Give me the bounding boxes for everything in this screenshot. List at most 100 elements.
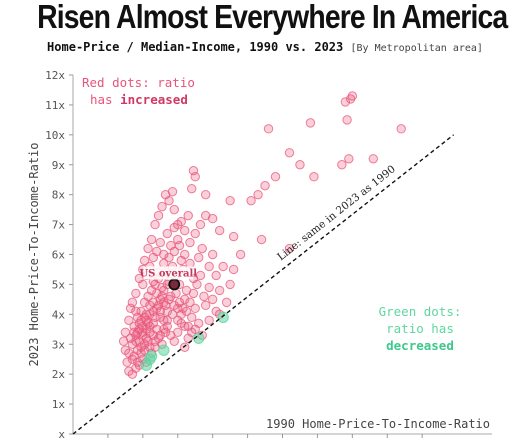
increased-point — [139, 255, 150, 266]
increased-point — [157, 291, 167, 302]
increased-point — [131, 336, 141, 346]
y-tick-label: 2x — [52, 368, 66, 381]
axes: x 1x 2x 3x 4x 5x 6x 7x 8x 9x 10x 11x 12x 2023 Home-Pr… — [27, 69, 492, 441]
increased-point — [368, 154, 378, 164]
legend-increased-has: has — [90, 92, 120, 107]
increased-point — [159, 249, 169, 260]
increased-point — [159, 315, 169, 326]
increased-point — [148, 306, 159, 317]
y-tick-label: 12x — [45, 69, 65, 82]
increased-point — [155, 237, 165, 248]
us-overall-point — [168, 278, 181, 291]
increased-point — [127, 297, 138, 308]
y-tick-label: 3x — [52, 338, 66, 351]
y-tick-label: 1x — [52, 398, 66, 411]
increased-point — [185, 237, 195, 248]
increased-point — [190, 303, 200, 314]
y-tick-label: 8x — [52, 189, 66, 202]
increased-point — [167, 309, 178, 320]
increased-point — [204, 261, 214, 272]
increased-point — [190, 228, 200, 239]
increased-point — [225, 279, 235, 290]
increased-point — [171, 288, 181, 299]
increased-point — [139, 345, 150, 355]
increased-point — [120, 327, 131, 337]
increased-point — [225, 195, 235, 206]
increased-point — [211, 270, 221, 281]
increased-point — [180, 321, 190, 331]
y-tick-label: 9x — [52, 159, 66, 172]
increased-point — [169, 204, 179, 215]
increased-point — [180, 294, 190, 305]
us-overall-label: US overall — [139, 268, 197, 279]
increased-point — [337, 160, 347, 170]
increased-point — [153, 300, 164, 311]
increased-point — [340, 97, 351, 107]
increased-point — [157, 201, 167, 212]
increased-point — [124, 315, 134, 326]
increased-point — [132, 327, 143, 337]
increased-point — [214, 285, 225, 296]
increased-point — [197, 243, 207, 254]
increased-point — [162, 228, 172, 239]
increased-point — [199, 291, 209, 302]
increased-point — [218, 261, 228, 272]
increased-point — [185, 297, 195, 308]
increased-point — [228, 264, 239, 275]
reference-line-label: Line: same in 2023 as 1990 — [275, 163, 398, 263]
increased-point — [180, 342, 190, 352]
increased-point — [200, 300, 211, 311]
increased-point — [173, 303, 183, 314]
increased-point — [195, 270, 206, 281]
us-overall-label-bg — [143, 266, 194, 280]
increased-point — [183, 210, 193, 221]
increased-point — [143, 318, 153, 329]
increased-point — [207, 249, 218, 260]
increased-point — [235, 249, 246, 260]
increased-point — [295, 160, 305, 170]
increased-point — [127, 354, 138, 364]
increased-point — [305, 118, 316, 128]
increased-point — [347, 91, 358, 101]
increased-point — [169, 246, 179, 257]
increased-point — [309, 172, 319, 182]
increased-point — [221, 297, 232, 308]
increased-point — [120, 345, 131, 355]
increased-point — [228, 231, 239, 242]
increased-point — [131, 306, 141, 317]
increased-point — [246, 195, 256, 206]
x-axis-label: 1990 Home-Price-To-Income-Ratio — [266, 417, 490, 431]
increased-point — [260, 180, 270, 191]
legend-decreased-line1: Green dots: — [379, 304, 462, 319]
decreased-point — [217, 311, 229, 324]
y-tick-label: 11x — [45, 99, 65, 112]
subtitle-note: [By Metropolitan area] — [350, 43, 483, 54]
increased-point — [263, 124, 274, 134]
y-tick-label: 5x — [52, 278, 66, 291]
subtitle-main: Home-Price / Median-Income, 1990 vs. 202… — [47, 40, 344, 54]
increased-point — [396, 124, 406, 134]
increased-point — [173, 219, 183, 230]
increased-point — [146, 234, 157, 245]
legend-decreased-line2: ratio has — [386, 321, 454, 336]
increased-point — [138, 327, 148, 337]
increased-point — [192, 279, 202, 290]
increased-point — [131, 288, 141, 299]
increased-point — [150, 219, 160, 230]
increased-point — [270, 172, 281, 182]
increased-point — [194, 252, 204, 263]
increased-point — [173, 327, 183, 337]
decreased-points — [140, 311, 229, 371]
legend-increased-word: increased — [120, 92, 188, 107]
page-subtitle: Home-Price / Median-Income, 1990 vs. 202… — [0, 40, 530, 54]
increased-point — [188, 166, 199, 176]
increased-point — [256, 234, 267, 245]
y-tick-label: 4x — [52, 308, 66, 321]
increased-point — [153, 210, 164, 221]
increased-point — [344, 154, 354, 164]
decreased-point — [145, 350, 158, 362]
increased-point — [118, 336, 129, 346]
increased-point — [169, 336, 179, 346]
increased-point — [207, 294, 218, 305]
